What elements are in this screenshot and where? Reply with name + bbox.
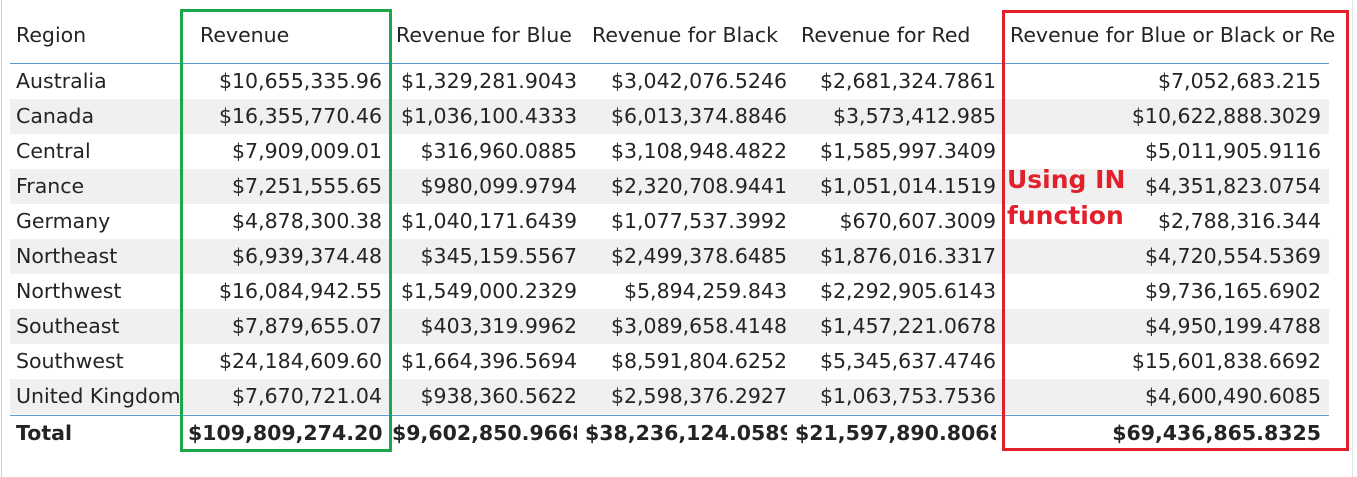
table-cell: $1,457,221.0678 — [819, 314, 996, 338]
table-cell: $9,736,165.6902 — [1144, 279, 1321, 303]
total-divider — [10, 415, 1329, 416]
table-cell: $6,013,374.8846 — [610, 104, 787, 128]
total-cell: $109,809,274.20 — [188, 421, 382, 445]
total-cell: $21,597,890.8068 — [795, 421, 996, 445]
total-cell: $69,436,865.8325 — [1112, 421, 1321, 445]
table-cell: $1,329,281.9043 — [400, 69, 577, 93]
table-cell: $316,960.0885 — [420, 139, 577, 163]
combined-revenue-highlight-box — [1002, 10, 1349, 451]
table-cell: $2,499,378.6485 — [610, 244, 787, 268]
row-label: Southwest — [16, 349, 124, 373]
row-label: Northwest — [16, 279, 122, 303]
table-cell: $3,042,076.5246 — [610, 69, 787, 93]
table-cell: $3,108,948.4822 — [610, 139, 787, 163]
column-header-region[interactable]: Region — [16, 23, 87, 47]
row-band — [10, 99, 1329, 134]
table-cell: $6,939,374.48 — [232, 244, 382, 268]
table-cell: $7,251,555.65 — [232, 174, 382, 198]
table-cell: $4,600,490.6085 — [1144, 384, 1321, 408]
total-cell: $38,236,124.0589 — [585, 421, 787, 445]
table-cell: $670,607.3009 — [839, 209, 996, 233]
table-cell: $8,591,804.6252 — [610, 349, 787, 373]
annotation-line-2: function — [1007, 201, 1124, 230]
table-cell: $2,292,905.6143 — [819, 279, 996, 303]
table-cell: $980,099.9794 — [420, 174, 577, 198]
window-left-edge — [1, 0, 2, 477]
row-label: France — [16, 174, 85, 198]
row-band — [10, 239, 1329, 274]
table-cell: $5,011,905.9116 — [1144, 139, 1321, 163]
table-cell: $1,549,000.2329 — [400, 279, 577, 303]
table-cell: $7,670,721.04 — [232, 384, 382, 408]
table-cell: $2,681,324.7861 — [819, 69, 996, 93]
revenue-highlight-box — [180, 9, 392, 452]
table-cell: $5,345,637.4746 — [819, 349, 996, 373]
table-cell: $1,077,537.3992 — [610, 209, 787, 233]
table-cell: $4,351,823.0754 — [1144, 174, 1321, 198]
table-cell: $3,089,658.4148 — [610, 314, 787, 338]
row-label: Canada — [16, 104, 95, 128]
table-cell: $5,894,259.843 — [623, 279, 787, 303]
table-cell: $4,720,554.5369 — [1144, 244, 1321, 268]
table-cell: $16,084,942.55 — [218, 279, 382, 303]
row-band — [10, 169, 1329, 204]
table-cell: $2,598,376.2927 — [610, 384, 787, 408]
column-header-revenue-blue-black-red[interactable]: Revenue for Blue or Black or Red — [1010, 23, 1336, 47]
table-cell: $3,573,412.985 — [832, 104, 996, 128]
table-cell: $7,052,683.215 — [1157, 69, 1321, 93]
table-cell: $1,585,997.3409 — [819, 139, 996, 163]
row-label: Australia — [16, 69, 107, 93]
row-label: Central — [16, 139, 91, 163]
column-header-revenue[interactable]: Revenue — [200, 23, 290, 47]
row-label: United Kingdom — [16, 384, 181, 408]
table-cell: $1,036,100.4333 — [400, 104, 577, 128]
table-cell: $7,879,655.07 — [232, 314, 382, 338]
table-cell: $7,909,009.01 — [232, 139, 382, 163]
window-right-edge — [1352, 0, 1353, 477]
column-header-revenue-red[interactable]: Revenue for Red — [801, 23, 971, 47]
table-cell: $24,184,609.60 — [218, 349, 382, 373]
row-band — [10, 379, 1329, 414]
table-cell: $10,622,888.3029 — [1131, 104, 1321, 128]
table-cell: $1,063,753.7536 — [819, 384, 996, 408]
total-cell: $9,602,850.9668 — [392, 421, 577, 445]
table-cell: $4,878,300.38 — [232, 209, 382, 233]
total-label: Total — [16, 421, 73, 445]
table-cell: $1,876,016.3317 — [819, 244, 996, 268]
table-cell: $1,051,014.1519 — [819, 174, 996, 198]
table-cell: $15,601,838.6692 — [1131, 349, 1321, 373]
table-cell: $4,950,199.4788 — [1144, 314, 1321, 338]
table-cell: $16,355,770.46 — [218, 104, 382, 128]
table-cell: $1,664,396.5694 — [400, 349, 577, 373]
table-cell: $1,040,171.6439 — [400, 209, 577, 233]
column-header-revenue-black[interactable]: Revenue for Black — [592, 23, 778, 47]
table-cell: $2,788,316.344 — [1157, 209, 1321, 233]
column-header-revenue-blue[interactable]: Revenue for Blue — [396, 23, 572, 47]
row-label: Germany — [16, 209, 111, 233]
table-cell: $2,320,708.9441 — [610, 174, 787, 198]
row-label: Southeast — [16, 314, 120, 338]
table-cell: $10,655,335.96 — [218, 69, 382, 93]
row-band — [10, 309, 1329, 344]
table-cell: $938,360.5622 — [420, 384, 577, 408]
header-divider — [10, 63, 1329, 64]
row-label: Northeast — [16, 244, 118, 268]
table-cell: $345,159.5567 — [420, 244, 577, 268]
table-cell: $403,319.9962 — [420, 314, 577, 338]
annotation-line-1: Using IN — [1007, 165, 1126, 194]
